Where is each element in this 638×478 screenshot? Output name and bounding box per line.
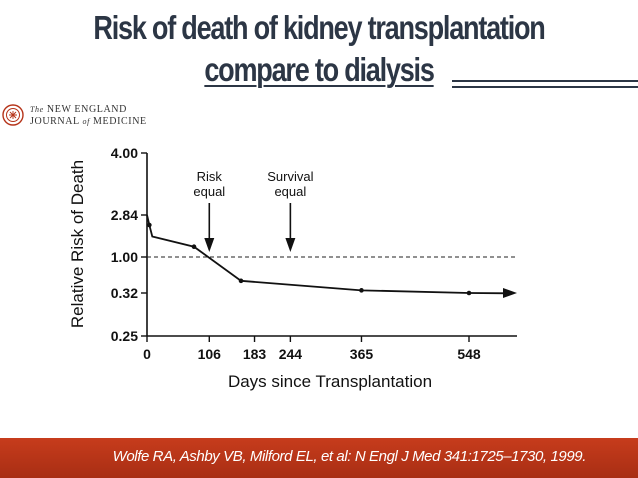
series-arrowhead (503, 288, 517, 298)
risk-equal-arrow-head (204, 238, 215, 252)
x-tick-label: 548 (457, 346, 481, 362)
title-rule-top (452, 80, 638, 82)
journal-line2b: MEDICINE (93, 116, 147, 127)
journal-name: The NEW ENGLAND JOURNAL of MEDICINE (30, 104, 147, 128)
data-point (147, 222, 152, 228)
title-rule-bottom (452, 86, 638, 88)
y-tick-label: 4.00 (111, 145, 138, 161)
x-tick-label: 244 (279, 346, 303, 362)
journal-of: of (82, 117, 90, 126)
journal-line2a: JOURNAL (30, 116, 80, 127)
slide-title-line2: compare to dialysis (204, 51, 435, 88)
y-tick-label: 0.25 (111, 328, 138, 344)
risk-equal-label-line1: Risk (197, 169, 223, 184)
series-line (146, 214, 470, 294)
y-axis-label: Relative Risk of Death (68, 160, 87, 328)
x-tick-label: 183 (243, 346, 267, 362)
x-tick-label: 0 (143, 346, 151, 362)
data-point (359, 288, 364, 293)
x-axis-label: Days since Transplantation (228, 372, 432, 391)
x-tick-label: 365 (350, 346, 374, 362)
survival-equal-arrow-head (285, 238, 296, 252)
y-tick-label: 0.32 (111, 285, 138, 301)
journal-line1: NEW ENGLAND (46, 104, 127, 115)
y-tick-label: 2.84 (111, 207, 138, 223)
survival-equal-label-line2: equal (274, 184, 306, 199)
slide-title-line1: Risk of death of kidney transplantation (93, 9, 545, 46)
journal-prefix: The (30, 105, 44, 114)
footer-bar (0, 438, 638, 478)
risk-equal-label-line2: equal (193, 184, 225, 199)
relative-risk-chart: 4.00 2.84 1.00 0.32 0.25 0 106 183 244 365 548 Days… (68, 145, 517, 391)
nejm-seal-icon (2, 104, 24, 126)
data-point (191, 244, 197, 250)
citation: Wolfe RA, Ashby VB, Milford EL, et al: N… (112, 448, 587, 465)
survival-equal-label-line1: Survival (267, 169, 313, 184)
data-point (238, 278, 244, 284)
y-tick-label: 1.00 (111, 249, 138, 265)
x-tick-label: 106 (198, 346, 222, 362)
